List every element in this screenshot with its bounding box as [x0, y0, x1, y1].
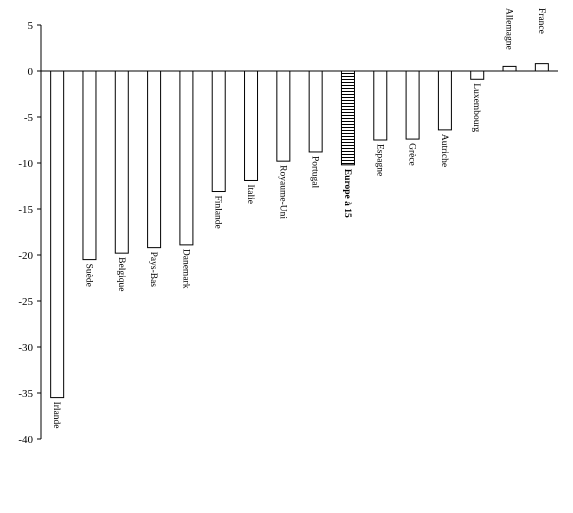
y-tick-label: -15	[18, 204, 33, 216]
category-labels: Irlande Suède Belgique Pays-Bas Danemark Finl…	[51, 8, 546, 429]
y-tick-label: -5	[24, 112, 34, 124]
bar-italie	[244, 70, 259, 181]
category-label: Autriche	[439, 134, 449, 167]
bar-irlande	[50, 70, 65, 399]
y-tick-label: -35	[18, 388, 33, 400]
y-tick-label: 0	[28, 66, 34, 78]
y-tick-label: -25	[18, 296, 33, 308]
bar-allemagne	[502, 65, 517, 72]
category-label: Finlande	[213, 196, 223, 229]
bar-pays-bas	[147, 70, 162, 249]
bar-portugal	[308, 70, 323, 153]
bar-suède	[82, 70, 97, 261]
category-label: Irlande	[51, 402, 61, 429]
category-label: Luxembourg	[471, 83, 481, 132]
bar-europe-à-15	[340, 70, 355, 166]
category-label: Belgique	[116, 257, 126, 291]
category-label: Allemagne	[504, 8, 514, 50]
bar-belgique	[114, 70, 129, 254]
y-axis: 5 0 -5 -10 -15 -20 -25 -30 -35 -40	[18, 20, 558, 446]
category-label: Espagne	[374, 144, 384, 176]
bar-autriche	[437, 70, 452, 131]
y-tick-label: -30	[18, 342, 33, 354]
bar-france	[534, 63, 549, 72]
category-label: Danemark	[180, 249, 190, 289]
bar-danemark	[179, 70, 194, 246]
y-tick-label: -20	[18, 250, 33, 262]
bars-layer	[50, 63, 549, 399]
bar-luxembourg	[470, 70, 485, 80]
category-label: Grèce	[407, 143, 417, 166]
category-label: Royaume-Uni	[277, 165, 287, 219]
category-label: France	[536, 8, 546, 34]
category-label: Europe à 15	[342, 169, 352, 218]
y-tick-label: -40	[18, 434, 33, 446]
bar-espagne	[373, 70, 388, 141]
category-label: Suède	[83, 264, 93, 287]
category-label: Italie	[245, 184, 255, 204]
bar-grèce	[405, 70, 420, 140]
y-tick-label: -10	[18, 158, 33, 170]
bar-finlande	[211, 70, 226, 193]
bar-royaume-uni	[276, 70, 291, 162]
category-label: Pays-Bas	[148, 252, 158, 288]
y-tick-label: 5	[28, 20, 34, 32]
category-label: Portugal	[310, 156, 320, 189]
